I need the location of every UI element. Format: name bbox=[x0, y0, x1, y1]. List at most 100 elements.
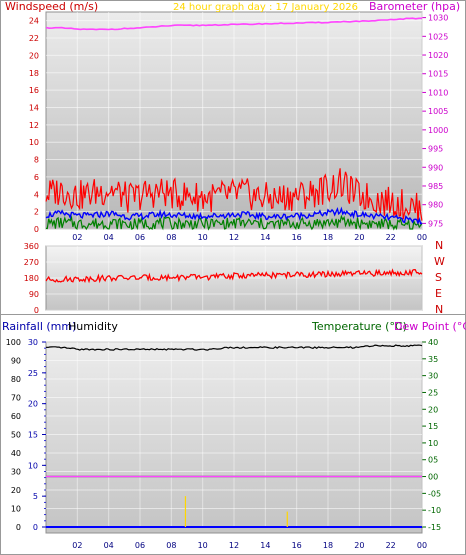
temp-ytick-label: 40 bbox=[428, 338, 438, 347]
temp-ytick-label: 05 bbox=[428, 456, 438, 465]
lower-hour-tick-label: 16 bbox=[292, 541, 302, 550]
humidity-ytick-label: 0 bbox=[16, 523, 21, 532]
lower-hour-tick-label: 22 bbox=[386, 541, 396, 550]
temp-ytick-label: 00 bbox=[428, 473, 438, 482]
temp-ytick-label: -15 bbox=[428, 523, 441, 532]
humidity-line bbox=[45, 344, 423, 351]
wind-ytick-label: 8 bbox=[34, 156, 39, 165]
baro-ytick-label: 975 bbox=[428, 219, 443, 228]
direction-ytick-label: 0 bbox=[34, 306, 39, 315]
lower-hour-tick-label: 00 bbox=[417, 541, 427, 550]
lower-hour-tick-label: 20 bbox=[354, 541, 364, 550]
temp-ytick-label: 20 bbox=[428, 405, 438, 414]
baro-ytick-label: 990 bbox=[428, 163, 443, 172]
compass-w: W bbox=[434, 255, 445, 268]
wind-ytick-label: 18 bbox=[29, 69, 39, 78]
humidity-title: Humidity bbox=[68, 320, 118, 333]
lower-hour-tick-label: 02 bbox=[72, 541, 82, 550]
wind-ytick-label: 24 bbox=[29, 17, 39, 26]
wind-average-line bbox=[45, 206, 423, 225]
rain-ytick-label: 10 bbox=[28, 461, 38, 470]
temp-ytick-label: 15 bbox=[428, 422, 438, 431]
tick-labels: 0246810121416182022249759809859909951000… bbox=[6, 14, 449, 550]
hour-tick-label: 12 bbox=[229, 233, 239, 242]
lower-hour-tick-label: 12 bbox=[229, 541, 239, 550]
rain-ytick-label: 30 bbox=[28, 338, 38, 347]
baro-ytick-label: 1025 bbox=[428, 32, 448, 41]
series-layer bbox=[45, 17, 423, 528]
humidity-ytick-label: 60 bbox=[11, 412, 21, 421]
humidity-ytick-label: 40 bbox=[11, 449, 21, 458]
lower-hour-tick-label: 06 bbox=[135, 541, 145, 550]
direction-ytick-label: 180 bbox=[24, 274, 39, 283]
compass-e: E bbox=[435, 287, 442, 300]
wind-ytick-label: 12 bbox=[29, 121, 39, 130]
hour-tick-label: 06 bbox=[135, 233, 145, 242]
wind-ytick-label: 16 bbox=[29, 86, 39, 95]
temp-ytick-label: 25 bbox=[428, 388, 438, 397]
lower-hour-tick-label: 08 bbox=[166, 541, 176, 550]
baro-ytick-label: 1010 bbox=[428, 88, 448, 97]
rainfall-title: Rainfall (mm) bbox=[2, 320, 76, 333]
temp-ytick-label: -10 bbox=[428, 506, 441, 515]
wind-ytick-label: 10 bbox=[29, 138, 39, 147]
humidity-ytick-label: 100 bbox=[6, 338, 21, 347]
baro-ytick-label: 1015 bbox=[428, 70, 448, 79]
hour-tick-label: 10 bbox=[198, 233, 208, 242]
dewpoint-title: Dew Point (°C) bbox=[394, 320, 466, 333]
direction-ytick-label: 270 bbox=[24, 258, 39, 267]
lower-hour-tick-label: 14 bbox=[260, 541, 270, 550]
temp-ytick-label: -05 bbox=[428, 489, 441, 498]
rain-ytick-label: 5 bbox=[33, 492, 38, 501]
direction-ytick-label: 360 bbox=[24, 242, 39, 251]
baro-ytick-label: 1005 bbox=[428, 107, 448, 116]
wind-ytick-label: 0 bbox=[34, 225, 39, 234]
baro-ytick-label: 995 bbox=[428, 145, 443, 154]
lower-hour-tick-label: 18 bbox=[323, 541, 333, 550]
rain-ytick-label: 20 bbox=[28, 400, 38, 409]
humidity-ytick-label: 80 bbox=[11, 375, 21, 384]
hour-tick-label: 04 bbox=[104, 233, 114, 242]
temperature-title: Temperature (°C) bbox=[311, 320, 407, 333]
rain-ytick-label: 15 bbox=[28, 431, 38, 440]
baro-ytick-label: 985 bbox=[428, 182, 443, 191]
rain-ytick-label: 0 bbox=[33, 523, 38, 532]
hour-tick-label: 20 bbox=[354, 233, 364, 242]
humidity-ytick-label: 10 bbox=[11, 505, 21, 514]
wind-ytick-label: 4 bbox=[34, 190, 39, 199]
humidity-ytick-label: 70 bbox=[11, 394, 21, 403]
windspeed-title: Windspeed (m/s) bbox=[5, 0, 98, 13]
humidity-ytick-label: 20 bbox=[11, 486, 21, 495]
wind-ytick-label: 6 bbox=[34, 173, 39, 182]
compass-n-bottom: N bbox=[435, 303, 443, 316]
compass-n-top: N bbox=[435, 239, 443, 252]
humidity-ytick-label: 50 bbox=[11, 431, 21, 440]
baro-ytick-label: 1020 bbox=[428, 51, 448, 60]
hour-tick-label: 16 bbox=[292, 233, 302, 242]
wind-ytick-label: 14 bbox=[29, 103, 39, 112]
barometer-line bbox=[45, 17, 422, 31]
temp-ytick-label: 30 bbox=[428, 372, 438, 381]
baro-ytick-label: 1000 bbox=[428, 126, 448, 135]
hour-tick-label: 18 bbox=[323, 233, 333, 242]
rain-temp-plot-area bbox=[45, 341, 423, 534]
hour-tick-label: 08 bbox=[166, 233, 176, 242]
wind-min-line bbox=[45, 214, 423, 231]
wind-ytick-label: 20 bbox=[29, 51, 39, 60]
compass-s: S bbox=[435, 271, 442, 284]
barometer-title: Barometer (hpa) bbox=[369, 0, 460, 13]
humidity-ytick-label: 90 bbox=[11, 357, 21, 366]
lower-hour-tick-label: 04 bbox=[104, 541, 114, 550]
wind-gust-line bbox=[45, 168, 423, 224]
hour-tick-label: 02 bbox=[72, 233, 82, 242]
lower-hour-tick-label: 10 bbox=[198, 541, 208, 550]
temp-ytick-label: 35 bbox=[428, 355, 438, 364]
baro-ytick-label: 1030 bbox=[428, 14, 448, 23]
wind-ytick-label: 22 bbox=[29, 34, 39, 43]
wind-ytick-label: 2 bbox=[34, 208, 39, 217]
temp-ytick-label: 10 bbox=[428, 439, 438, 448]
hour-tick-label: 14 bbox=[260, 233, 270, 242]
rain-ytick-label: 25 bbox=[28, 369, 38, 378]
graph-date-title: 24 hour graph day : 17 January 2026 bbox=[173, 2, 358, 13]
